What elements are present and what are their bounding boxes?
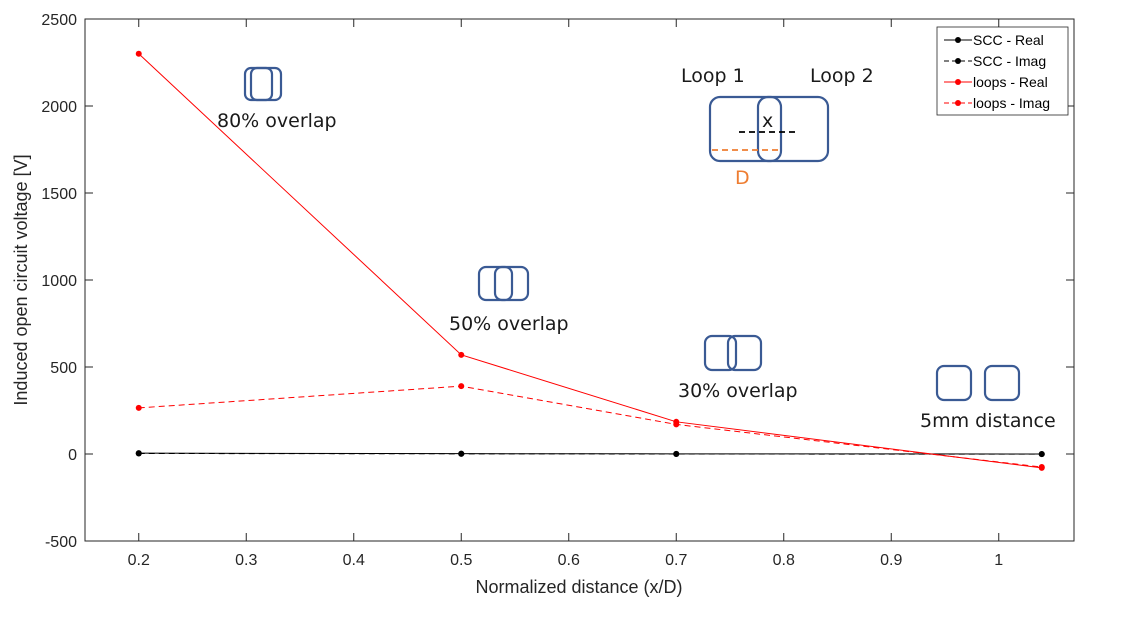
y-tick-label: 0 [68,447,77,464]
x-tick-label: 0.7 [665,552,687,569]
series-line-3 [138,385,1042,468]
loop-icon [249,66,283,102]
loop-icon [493,265,530,302]
overlap-80-label: 80% overlap [217,110,337,132]
distance-5mm-diagram [935,364,1021,402]
data-point [1038,451,1045,458]
loop-icon [726,334,763,372]
loop-icon [477,265,514,302]
loop-1-label: Loop 1 [681,65,745,87]
series-layer [135,50,1045,471]
axis-ticks: 0.2 0.3 0.4 0.5 0.6 0.7 0.8 0.9 1 -500 0 500 1000 150… [41,12,1074,569]
legend-marker [955,37,961,43]
y-tick-label: -500 [45,534,77,551]
y-axis-label: Induced open circuit voltage [V] [11,154,31,405]
legend-label: SCC - Real [973,32,1044,48]
data-point [458,450,465,457]
loop-icon [983,364,1021,402]
y-tick-label: 1500 [41,186,77,203]
data-point [673,451,680,457]
loop-icon [703,334,738,372]
x-tick-label: 0.8 [773,552,795,569]
y-tick-label: 1000 [41,273,77,290]
data-point [1038,464,1045,471]
loop-2-label: Loop 2 [810,65,874,87]
data-point [673,421,680,428]
overlap-30-label: 30% overlap [678,380,798,402]
legend-marker [955,79,961,85]
loop-1-shape [708,95,783,163]
series-line-2 [138,53,1042,469]
y-tick-label: 2000 [41,99,77,116]
x-tick-label: 0.4 [343,552,365,569]
legend-marker [955,58,961,64]
legend-label: loops - Real [973,74,1048,90]
loop-2-shape [756,95,830,163]
loop-geometry-diagram [708,95,830,163]
data-point [135,404,142,411]
data-point [135,450,142,457]
x-tick-label: 0.9 [880,552,902,569]
data-point [135,50,142,57]
legend: SCC - Real SCC - Imag loops - Real loops - … [936,26,1069,116]
x-tick-label: 1 [994,552,1003,569]
overlap-30-diagram [703,334,763,372]
legend-label: loops - Imag [973,95,1050,111]
overlap-50-label: 50% overlap [449,313,569,335]
y-tick-label: 2500 [41,12,77,29]
legend-marker [955,100,961,106]
x-symbol-label: x [762,110,773,132]
y-tick-label: 500 [50,360,77,377]
distance-5mm-label: 5mm distance [920,410,1056,432]
data-point [458,351,465,358]
overlap-80-diagram [243,66,283,102]
legend-entries: SCC - Real SCC - Imag loops - Real loops - … [944,32,1050,111]
data-point [458,383,465,390]
plot-area [84,18,1075,542]
series-line-1 [138,452,1042,455]
d-symbol-label: D [735,167,750,189]
x-tick-label: 0.3 [235,552,257,569]
x-tick-label: 0.2 [128,552,150,569]
x-axis-label: Normalized distance (x/D) [475,577,682,597]
overlap-50-diagram [477,265,530,302]
x-tick-label: 0.5 [450,552,472,569]
x-tick-label: 0.6 [558,552,580,569]
legend-label: SCC - Imag [973,53,1046,69]
loop-icon [935,364,973,402]
